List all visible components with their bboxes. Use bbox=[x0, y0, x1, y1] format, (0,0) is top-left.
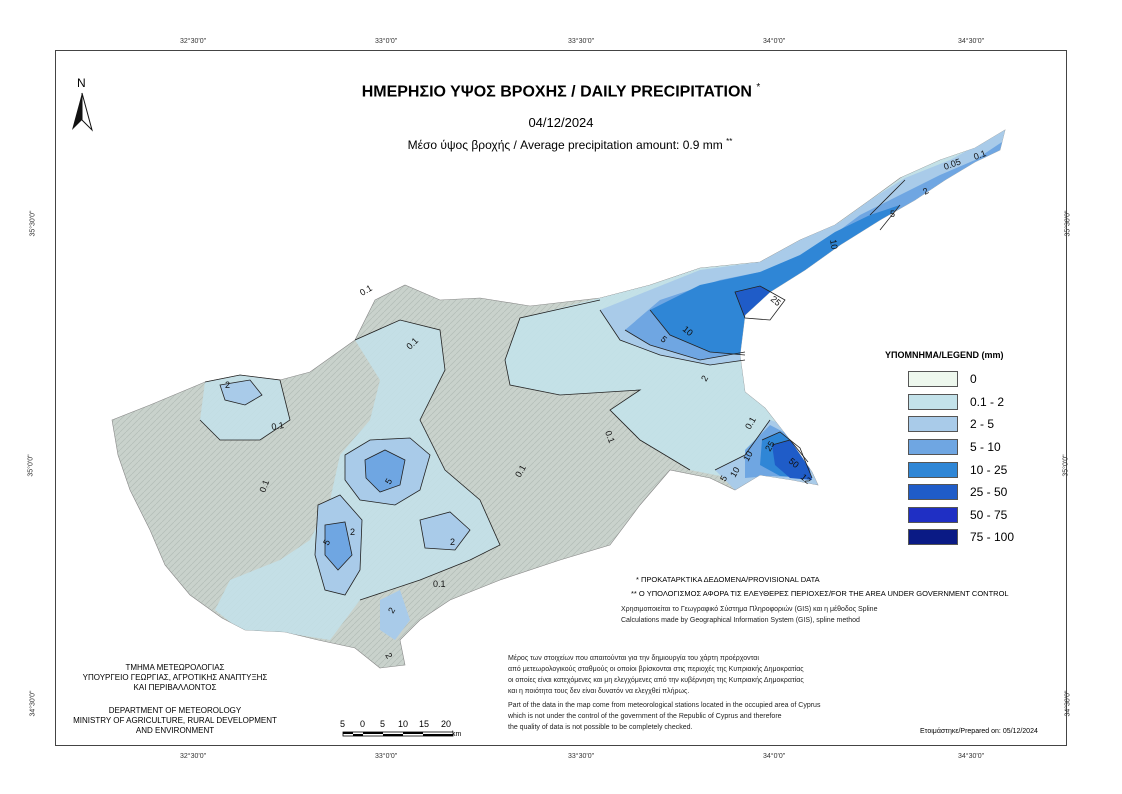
legend-label: 0.1 - 2 bbox=[970, 394, 1005, 409]
legend-title: ΥΠΟΜΝΗΜΑ/LEGEND (mm) bbox=[885, 350, 1004, 360]
legend-item: 0 bbox=[885, 368, 1065, 391]
disclaimer-en-2: which is not under the control of the go… bbox=[508, 713, 782, 720]
coord-top-1: 32°30'0" bbox=[180, 38, 207, 45]
legend-item: 10 - 25 bbox=[885, 458, 1065, 481]
zone-10-25-east bbox=[650, 205, 900, 355]
legend-item: 25 - 50 bbox=[885, 481, 1065, 504]
legend-item: 2 - 5 bbox=[885, 413, 1065, 436]
coord-bottom-5: 34°30'0" bbox=[958, 753, 985, 760]
disclaimer-gr-4: και η ποιότητα τους δεν είναι δυνατόν να… bbox=[508, 688, 690, 695]
contour-label: 12 bbox=[799, 472, 813, 486]
legend-swatch bbox=[908, 484, 958, 501]
coord-bottom-4: 34°0'0" bbox=[763, 753, 786, 760]
legend-label: 10 - 25 bbox=[970, 462, 1008, 477]
contour-label: 2 bbox=[450, 537, 455, 547]
svg-text:N: N bbox=[77, 76, 86, 90]
contour-label: 5 bbox=[718, 474, 729, 483]
contour-label: 10 bbox=[828, 239, 840, 251]
provisional-note: * ΠΡΟΚΑΤΑΡΚΤΙΚΑ ΔΕΔΟΜΕΝΑ/PROVISIONAL DAT… bbox=[636, 575, 820, 584]
coord-top-5: 34°30'0" bbox=[958, 38, 985, 45]
map-title: ΗΜΕΡΗΣΙΟ ΥΨΟΣ ΒΡΟΧΗΣ / DAILY PRECIPITATI… bbox=[361, 82, 761, 101]
contour-label: 2 bbox=[225, 380, 230, 390]
zone-5-10-sw bbox=[325, 522, 352, 570]
coord-top-4: 34°0'0" bbox=[763, 38, 786, 45]
disclaimer-gr-3: οι οποίες είναι κατεχόμενες και μη ελεγχ… bbox=[508, 677, 804, 684]
contour-label: 2 bbox=[386, 606, 397, 615]
contour-label: 0.1 bbox=[433, 579, 446, 589]
legend-item: 0.1 - 2 bbox=[885, 391, 1065, 414]
contour-label: 0.1 bbox=[257, 479, 271, 494]
legend-swatch bbox=[908, 439, 958, 456]
zone-2-5-south bbox=[380, 590, 410, 640]
svg-text:0: 0 bbox=[360, 719, 365, 729]
legend-swatch bbox=[908, 461, 958, 478]
legend-swatch bbox=[908, 529, 958, 546]
contour-label: 0.1 bbox=[603, 429, 617, 444]
coord-top-2: 33°0'0" bbox=[375, 38, 398, 45]
legend-item: 5 - 10 bbox=[885, 436, 1065, 459]
zone-5-10-troodos bbox=[365, 450, 405, 492]
contour-label: 2 bbox=[921, 186, 930, 197]
contour-label: 5 bbox=[321, 538, 332, 547]
contour-label: 10 bbox=[728, 465, 742, 479]
gis-note-en: Calculations made by Geographical Inform… bbox=[621, 617, 860, 624]
contour-label: 0.1 bbox=[972, 148, 987, 162]
contour-label: 10 bbox=[741, 449, 755, 463]
legend-label: 5 - 10 bbox=[970, 440, 1001, 455]
prepared-date: Ετοιμάστηκε/Prepared on: 05/12/2024 bbox=[920, 728, 1038, 735]
area-note: ** Ο ΥΠΟΛΟΓΙΣΜΟΣ ΑΦΟΡΑ ΤΙΣ ΕΛΕΥΘΕΡΕΣ ΠΕΡ… bbox=[631, 589, 1009, 598]
coord-bottom-1: 32°30'0" bbox=[180, 753, 207, 760]
legend-label: 2 - 5 bbox=[970, 417, 995, 432]
legend-label: 75 - 100 bbox=[970, 530, 1015, 545]
legend-swatch bbox=[908, 393, 958, 410]
coord-bottom-2: 33°0'0" bbox=[375, 753, 398, 760]
gis-note-gr: Χρησιμοποιείται το Γεωγραφικό Σύστημα Πλ… bbox=[621, 606, 878, 613]
department-english: DEPARTMENT OF METEOROLOGY MINISTRY OF AG… bbox=[73, 706, 277, 735]
legend-label: 50 - 75 bbox=[970, 507, 1008, 522]
disclaimer-gr-2: από μετεωρολογικούς σταθμούς οι οποίοι β… bbox=[508, 666, 804, 673]
scale-bar: 5 0 5 10 15 20 km bbox=[340, 719, 462, 738]
contour-label: 5 bbox=[890, 209, 895, 219]
legend-swatch bbox=[908, 371, 958, 388]
svg-text:15: 15 bbox=[419, 719, 429, 729]
contour-label: 50 bbox=[787, 456, 801, 470]
contour-label: 25 bbox=[769, 294, 783, 308]
map-date: 04/12/2024 bbox=[528, 115, 594, 130]
legend-item: 75 - 100 bbox=[885, 526, 1065, 549]
legend-swatch bbox=[908, 506, 958, 523]
disclaimer-gr-1: Μέρος των στοιχείων που απαιτούνται για … bbox=[508, 655, 759, 662]
legend-label: 25 - 50 bbox=[970, 485, 1008, 500]
average-precipitation: Μέσο ύψος βροχής / Average precipitation… bbox=[407, 137, 733, 152]
coord-top-3: 33°30'0" bbox=[568, 38, 595, 45]
contour-label: 5 bbox=[383, 477, 394, 486]
contour-label: 2 bbox=[383, 651, 394, 660]
legend-item: 50 - 75 bbox=[885, 504, 1065, 527]
contour-label: 10 bbox=[681, 324, 695, 338]
svg-text:20: 20 bbox=[441, 719, 451, 729]
zone-25-50-larnaca bbox=[772, 440, 812, 480]
svg-text:5: 5 bbox=[380, 719, 385, 729]
disclaimer-en-3: the quality of data is not possible to b… bbox=[508, 724, 693, 731]
legend-label: 0 bbox=[970, 372, 977, 387]
contour-label: 0.1 bbox=[271, 420, 285, 432]
contour-label: 5 bbox=[659, 334, 669, 345]
zone-2-5-west-small bbox=[220, 380, 262, 405]
contour-label: 0.1 bbox=[358, 283, 374, 298]
svg-text:5: 5 bbox=[340, 719, 345, 729]
svg-text:10: 10 bbox=[398, 719, 408, 729]
disclaimer-en-1: Part of the data in the map come from me… bbox=[508, 702, 821, 709]
zone-2-5-troodos-east bbox=[420, 512, 470, 550]
coord-bottom-3: 33°30'0" bbox=[568, 753, 595, 760]
legend: ΥΠΟΜΝΗΜΑ/LEGEND (mm) 0 0.1 - 2 2 - 5 5 - 10… bbox=[885, 350, 1065, 549]
contour-label: 25 bbox=[763, 439, 777, 453]
department-greek: ΤΜΗΜΑ ΜΕΤΕΩΡΟΛΟΓΙΑΣ ΥΠΟΥΡΓΕΙΟ ΓΕΩΡΓΙΑΣ, … bbox=[82, 663, 268, 692]
contour-label: 2 bbox=[699, 374, 710, 383]
north-arrow-icon: N bbox=[72, 76, 93, 132]
legend-swatch bbox=[908, 416, 958, 433]
svg-text:km: km bbox=[452, 731, 462, 738]
contour-label: 2 bbox=[350, 527, 355, 537]
